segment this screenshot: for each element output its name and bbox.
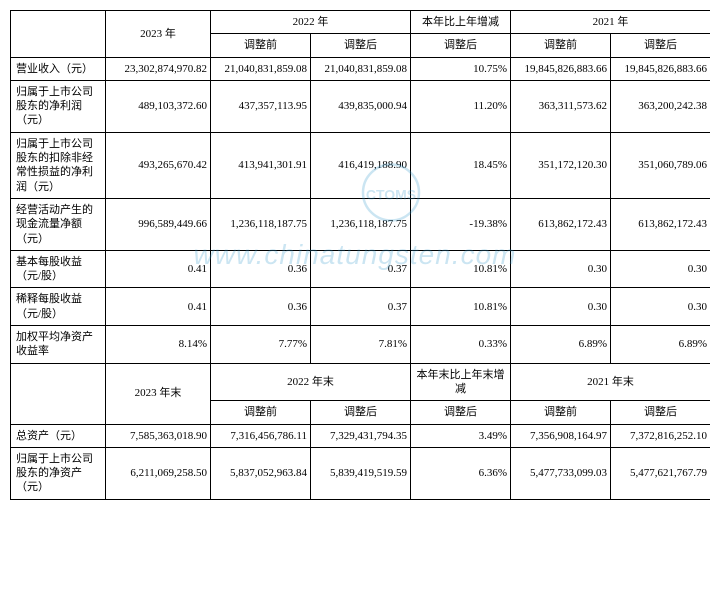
cell-value: 613,862,172.43 <box>511 198 611 250</box>
cell-value: -19.38% <box>411 198 511 250</box>
header-2022: 2022 年 <box>211 11 411 34</box>
cell-value: 0.30 <box>611 288 710 326</box>
cell-value: 0.37 <box>311 250 411 288</box>
cell-value: 6.36% <box>411 447 511 499</box>
cell-value: 6.89% <box>611 326 710 364</box>
cell-value: 19,845,826,883.66 <box>511 57 611 80</box>
cell-value: 0.37 <box>311 288 411 326</box>
row-label: 总资产（元） <box>11 424 106 447</box>
cell-value: 0.30 <box>511 250 611 288</box>
cell-value: 5,839,419,519.59 <box>311 447 411 499</box>
cell-value: 1,236,118,187.75 <box>311 198 411 250</box>
cell-value: 363,311,573.62 <box>511 80 611 132</box>
row-label: 归属于上市公司股东的扣除非经常性损益的净利润（元） <box>11 132 106 198</box>
cell-value: 5,477,621,767.79 <box>611 447 710 499</box>
row-label: 基本每股收益（元/股） <box>11 250 106 288</box>
header-after: 调整后 <box>611 34 710 57</box>
header-before: 调整前 <box>511 401 611 424</box>
header-before: 调整前 <box>211 401 311 424</box>
header-before: 调整前 <box>211 34 311 57</box>
cell-value: 19,845,826,883.66 <box>611 57 710 80</box>
header-2022-end: 2022 年末 <box>211 363 411 401</box>
cell-value: 7,585,363,018.90 <box>106 424 211 447</box>
cell-value: 416,419,188.90 <box>311 132 411 198</box>
cell-value: 489,103,372.60 <box>106 80 211 132</box>
cell-value: 7,316,456,786.11 <box>211 424 311 447</box>
cell-value: 5,477,733,099.03 <box>511 447 611 499</box>
cell-value: 21,040,831,859.08 <box>311 57 411 80</box>
cell-value: 7,356,908,164.97 <box>511 424 611 447</box>
header-change-end: 本年末比上年末增减 <box>411 363 511 401</box>
cell-value: 10.75% <box>411 57 511 80</box>
cell-value: 8.14% <box>106 326 211 364</box>
cell-value: 23,302,874,970.82 <box>106 57 211 80</box>
header-2021-end: 2021 年末 <box>511 363 710 401</box>
cell-value: 413,941,301.91 <box>211 132 311 198</box>
cell-value: 439,835,000.94 <box>311 80 411 132</box>
cell-value: 613,862,172.43 <box>611 198 710 250</box>
cell-value: 10.81% <box>411 288 511 326</box>
row-label: 稀释每股收益（元/股） <box>11 288 106 326</box>
cell-value: 493,265,670.42 <box>106 132 211 198</box>
cell-value: 351,172,120.30 <box>511 132 611 198</box>
cell-value: 437,357,113.95 <box>211 80 311 132</box>
row-label: 归属于上市公司股东的净资产（元） <box>11 447 106 499</box>
row-label: 加权平均净资产收益率 <box>11 326 106 364</box>
row-label: 营业收入（元） <box>11 57 106 80</box>
row-label: 经营活动产生的现金流量净额（元） <box>11 198 106 250</box>
cell-value: 0.33% <box>411 326 511 364</box>
cell-value: 0.36 <box>211 288 311 326</box>
header-after: 调整后 <box>611 401 710 424</box>
header-2021: 2021 年 <box>511 11 710 34</box>
cell-value: 7,329,431,794.35 <box>311 424 411 447</box>
cell-value: 7.81% <box>311 326 411 364</box>
cell-value: 1,236,118,187.75 <box>211 198 311 250</box>
cell-value: 6,211,069,258.50 <box>106 447 211 499</box>
header-2023: 2023 年 <box>106 11 211 58</box>
cell-value: 11.20% <box>411 80 511 132</box>
header-before: 调整前 <box>511 34 611 57</box>
row-label: 归属于上市公司股东的净利润（元） <box>11 80 106 132</box>
header-after: 调整后 <box>411 401 511 424</box>
cell-value: 351,060,789.06 <box>611 132 710 198</box>
cell-value: 0.41 <box>106 250 211 288</box>
cell-value: 363,200,242.38 <box>611 80 710 132</box>
header-after: 调整后 <box>411 34 511 57</box>
cell-value: 6.89% <box>511 326 611 364</box>
cell-value: 0.41 <box>106 288 211 326</box>
cell-value: 18.45% <box>411 132 511 198</box>
cell-value: 21,040,831,859.08 <box>211 57 311 80</box>
cell-value: 7.77% <box>211 326 311 364</box>
cell-value: 5,837,052,963.84 <box>211 447 311 499</box>
header-blank <box>11 363 106 424</box>
header-after: 调整后 <box>311 34 411 57</box>
header-2023-end: 2023 年末 <box>106 363 211 424</box>
cell-value: 3.49% <box>411 424 511 447</box>
header-change: 本年比上年增减 <box>411 11 511 34</box>
cell-value: 0.30 <box>611 250 710 288</box>
cell-value: 7,372,816,252.10 <box>611 424 710 447</box>
header-after: 调整后 <box>311 401 411 424</box>
cell-value: 10.81% <box>411 250 511 288</box>
cell-value: 0.30 <box>511 288 611 326</box>
cell-value: 0.36 <box>211 250 311 288</box>
cell-value: 996,589,449.66 <box>106 198 211 250</box>
financial-table: 2023 年 2022 年 本年比上年增减 2021 年 调整前 调整后 调整后… <box>10 10 710 500</box>
header-blank <box>11 11 106 58</box>
